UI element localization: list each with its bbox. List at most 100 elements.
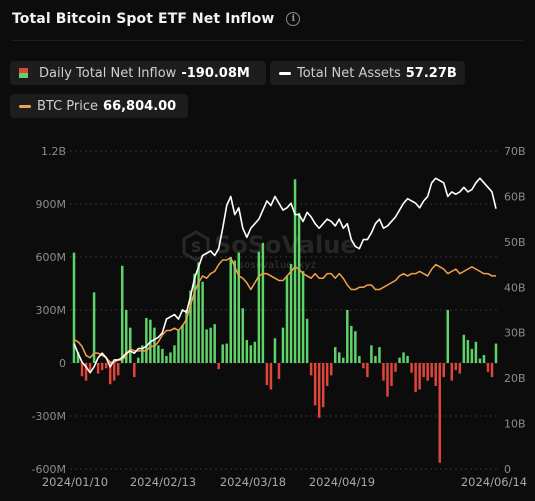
y-axis-right: 70B 60B 50B 40B 30B 20B 10B 0 — [504, 145, 526, 476]
info-icon[interactable]: i — [286, 12, 301, 26]
inflow-bar — [414, 363, 417, 393]
inflow-bar — [221, 344, 224, 363]
inflow-bar — [454, 363, 458, 371]
y-left-tick-label: 1.2B — [41, 145, 66, 158]
inflow-bar — [490, 363, 494, 378]
svg-text:S: S — [191, 240, 201, 256]
inflow-bar — [333, 347, 337, 363]
inflow-bar — [438, 363, 441, 463]
inflow-bar — [386, 363, 389, 397]
inflow-bar — [442, 363, 445, 378]
y-left-tick-label: 600M — [36, 251, 67, 264]
inflow-bar — [450, 363, 454, 381]
inflow-bar — [265, 363, 269, 386]
inflow-bar — [293, 179, 297, 363]
inflow-bar — [233, 260, 237, 363]
inflow-bar — [321, 363, 325, 408]
inflow-bar — [305, 318, 309, 363]
inflow-bar — [458, 363, 462, 374]
chart-grid — [70, 150, 498, 470]
inflow-bar — [446, 310, 450, 363]
y-right-tick-label: 60B — [504, 190, 526, 203]
inflow-bar — [112, 363, 116, 381]
y-right-tick-label: 70B — [504, 145, 526, 158]
inflow-bar — [92, 292, 96, 363]
inflow-bar — [285, 276, 289, 363]
inflow-bar — [165, 355, 168, 363]
inflow-bar — [88, 363, 92, 372]
legend-daily-net-inflow[interactable]: Daily Total Net Inflow -190.08M — [10, 61, 266, 85]
inflow-bar — [237, 252, 241, 363]
y-left-tick-label: -600M — [32, 463, 66, 476]
inflow-bar — [96, 363, 100, 374]
y-right-tick-label: 10B — [504, 418, 526, 431]
inflow-bar — [362, 363, 365, 369]
inflow-bar — [177, 329, 180, 363]
legend-total-net-assets[interactable]: Total Net Assets 57.27B — [270, 61, 465, 85]
inflow-bar — [346, 310, 349, 363]
inflow-bar — [382, 363, 385, 381]
inflow-bar — [418, 363, 421, 390]
x-tick-label: 2024/04/19 — [309, 475, 375, 489]
inflow-bar — [120, 265, 124, 363]
inflow-bar — [329, 363, 333, 376]
header-divider — [12, 40, 523, 41]
y-left-tick-label: 900M — [36, 198, 67, 211]
legend-assets-value: 57.27B — [405, 65, 457, 81]
inflow-bar — [366, 363, 369, 378]
inflow-bar — [133, 363, 136, 378]
inflow-bar — [125, 310, 128, 363]
inflow-swatch-icon — [19, 68, 28, 78]
assets-line-swatch-icon — [279, 71, 291, 75]
watermark-brand: SoSoValue — [214, 231, 357, 259]
inflow-bar — [297, 212, 301, 363]
inflow-bar — [197, 262, 200, 363]
x-tick-label: 2024/01/10 — [42, 475, 108, 489]
inflow-bar — [402, 352, 405, 363]
inflow-bar — [390, 363, 393, 386]
inflow-bar — [325, 363, 329, 386]
btc-price-line — [73, 257, 496, 363]
inflow-bar — [466, 340, 470, 363]
inflow-bar — [209, 327, 212, 363]
y-right-tick-label: 40B — [504, 281, 526, 294]
series-lines — [73, 177, 497, 374]
total-net-assets-line — [73, 177, 497, 374]
inflow-bar — [84, 363, 88, 381]
inflow-bar — [430, 363, 433, 378]
inflow-bar — [354, 331, 357, 363]
inflow-bar — [478, 358, 482, 363]
inflow-bar — [257, 251, 261, 363]
inflow-bar — [145, 317, 148, 363]
inflow-bar — [269, 363, 273, 390]
x-tick-label: 2024/02/13 — [130, 475, 196, 489]
y-right-tick-label: 50B — [504, 236, 526, 249]
inflow-bar — [378, 347, 381, 363]
inflow-bar — [104, 363, 108, 369]
x-tick-label: 2024/03/18 — [220, 475, 286, 489]
inflow-bar — [410, 363, 413, 373]
inflow-bar — [309, 363, 313, 376]
inflow-bar — [358, 355, 361, 363]
legend-btc-price[interactable]: BTC Price 66,804.00 — [10, 94, 188, 118]
inflow-bar — [80, 363, 84, 377]
inflow-bar — [181, 325, 184, 363]
inflow-bar — [253, 341, 257, 363]
inflow-bar — [225, 343, 228, 363]
inflow-bar — [426, 363, 429, 381]
inflow-bar — [317, 363, 321, 418]
inflow-bar — [100, 363, 104, 371]
inflow-bar — [338, 352, 341, 363]
inflow-bar — [141, 345, 144, 363]
inflow-bar — [494, 343, 498, 363]
x-axis: 2024/01/10 2024/02/13 2024/03/18 2024/04/19… — [42, 475, 527, 489]
legend-btc-label: BTC Price — [37, 98, 99, 114]
inflow-bar — [281, 327, 285, 363]
legend-inflow-label: Daily Total Net Inflow — [39, 65, 177, 81]
inflow-bar — [277, 363, 281, 379]
inflow-bar — [241, 308, 245, 363]
y-left-tick-label: 300M — [36, 304, 67, 317]
legend-inflow-value: -190.08M — [181, 65, 250, 81]
inflow-bars — [72, 179, 498, 463]
